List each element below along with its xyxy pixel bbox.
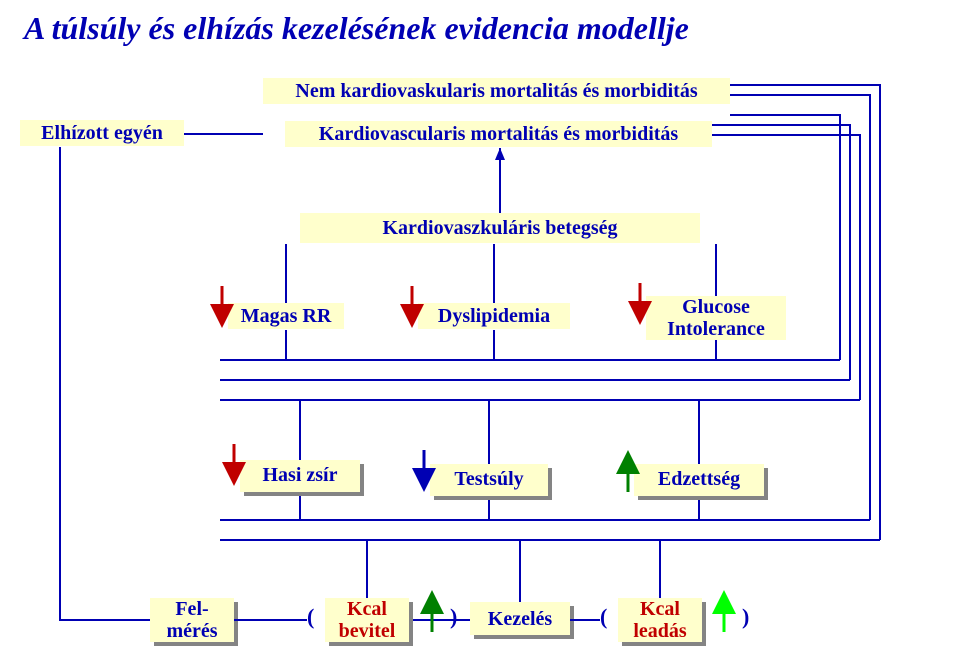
node-abfat-label: Hasi zsír — [263, 464, 338, 486]
node-abdominal-fat: Hasi zsír — [240, 460, 360, 492]
node-noncv-label: Nem kardiovaskularis mortalitás és morbi… — [295, 80, 697, 102]
node-intake-line1: Kcal — [347, 598, 387, 620]
node-subject: Elhízott egyén — [20, 120, 184, 146]
node-weight-label: Testsúly — [454, 468, 523, 490]
paren-open-output: ( — [600, 604, 607, 630]
node-subject-label: Elhízott egyén — [41, 122, 163, 144]
page-title: A túlsúly és elhízás kezelésének evidenc… — [24, 10, 689, 47]
node-assessment: Fel- mérés — [150, 598, 234, 642]
paren-close-output: ) — [742, 604, 749, 630]
node-noncv-mortality: Nem kardiovaskularis mortalitás és morbi… — [263, 78, 730, 104]
node-cvd-label: Kardiovaszkuláris betegség — [383, 217, 618, 239]
node-output-line2: leadás — [633, 620, 686, 642]
node-kcal-output: Kcal leadás — [618, 598, 702, 642]
node-treatment-label: Kezelés — [488, 608, 552, 630]
node-treatment: Kezelés — [470, 602, 570, 635]
node-assess-line1: Fel- — [175, 598, 208, 620]
node-glucose-line1: Glucose — [682, 296, 750, 318]
node-cv-disease: Kardiovaszkuláris betegség — [300, 213, 700, 243]
node-dyslipidemia: Dyslipidemia — [418, 303, 570, 329]
paren-close-intake: ) — [450, 604, 457, 630]
node-highbp-label: Magas RR — [241, 305, 332, 327]
node-glucose-intolerance: Glucose Intolerance — [646, 296, 786, 340]
node-dyslip-label: Dyslipidemia — [438, 305, 550, 327]
node-cv-label: Kardiovascularis mortalitás és morbiditá… — [319, 123, 678, 145]
node-intake-line2: bevitel — [339, 620, 396, 642]
node-body-weight: Testsúly — [430, 464, 548, 496]
node-glucose-line2: Intolerance — [667, 318, 765, 340]
node-high-bp: Magas RR — [228, 303, 344, 329]
node-cv-mortality: Kardiovascularis mortalitás és morbiditá… — [285, 121, 712, 147]
node-output-line1: Kcal — [640, 598, 680, 620]
node-assess-line2: mérés — [166, 620, 217, 642]
paren-open-intake: ( — [307, 604, 314, 630]
node-fitness-label: Edzettség — [658, 468, 740, 490]
node-fitness: Edzettség — [634, 464, 764, 496]
node-kcal-intake: Kcal bevitel — [325, 598, 409, 642]
